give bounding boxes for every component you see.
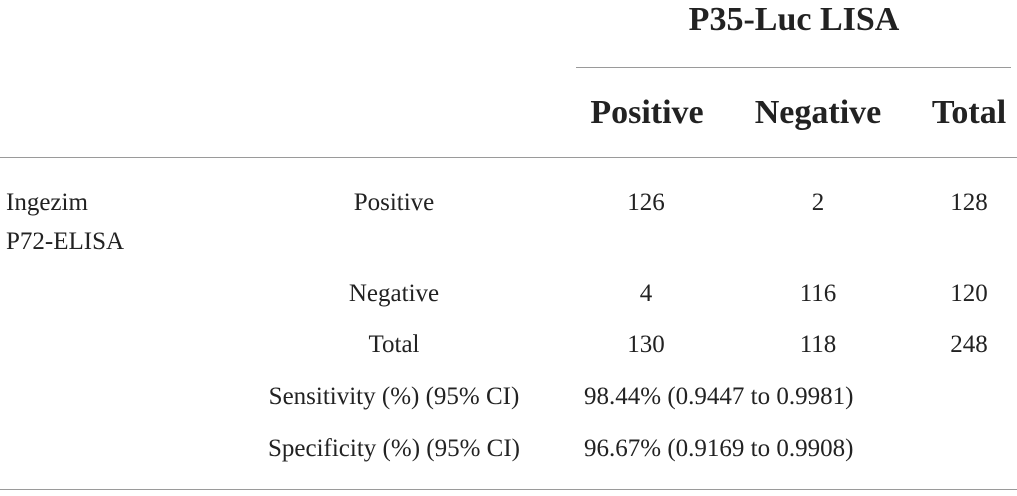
col-header-total: Total [931, 94, 1007, 131]
col-header-negative: Negative [754, 94, 882, 131]
header-rule [0, 157, 1017, 158]
stat-label: Sensitivity (%) (95% CI) [268, 383, 520, 410]
cell-total: 248 [950, 331, 988, 358]
row-group-label-line2: P72-ELISA [6, 228, 125, 255]
bottom-rule [0, 489, 1017, 490]
group-header-rule [576, 67, 1011, 68]
cell-positive: 126 [627, 189, 665, 216]
stat-value: 96.67% (0.9169 to 0.9908) [584, 435, 854, 462]
cell-positive: 4 [639, 280, 653, 307]
col-header-positive: Positive [590, 94, 704, 131]
stat-value: 98.44% (0.9447 to 0.9981) [584, 383, 854, 410]
row-label: Positive [353, 189, 435, 216]
cell-negative: 2 [811, 189, 825, 216]
cell-total: 128 [950, 189, 988, 216]
cell-positive: 130 [627, 331, 665, 358]
cell-total: 120 [950, 280, 988, 307]
cell-negative: 118 [799, 331, 837, 358]
group-header: P35-Luc LISA [688, 1, 900, 38]
cell-negative: 116 [799, 280, 837, 307]
row-label: Negative [348, 280, 440, 307]
stat-label: Specificity (%) (95% CI) [267, 435, 521, 462]
row-group-label-line1: Ingezim [6, 189, 88, 216]
row-label: Total [368, 331, 420, 358]
